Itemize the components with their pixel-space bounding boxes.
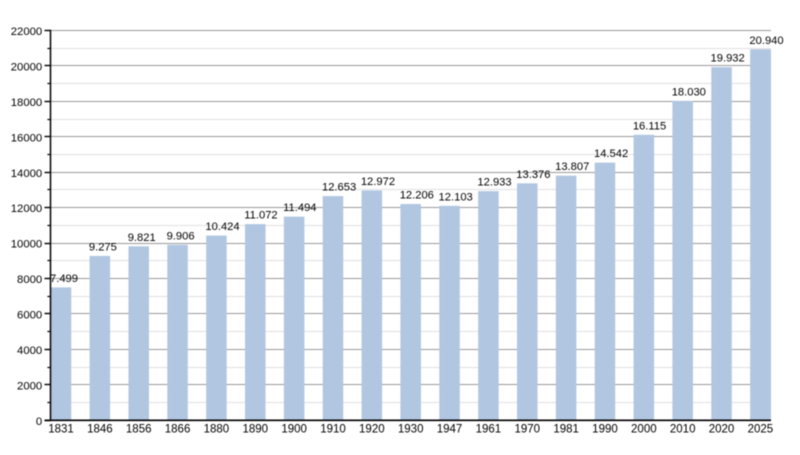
svg-text:2025: 2025 <box>748 423 774 435</box>
svg-text:12.206: 12.206 <box>400 190 434 202</box>
svg-text:19.932: 19.932 <box>711 53 745 65</box>
svg-text:12.653: 12.653 <box>322 182 356 194</box>
svg-text:16000: 16000 <box>11 132 42 144</box>
svg-text:9.906: 9.906 <box>167 230 195 242</box>
svg-text:8000: 8000 <box>17 274 42 286</box>
svg-text:13.376: 13.376 <box>516 169 550 181</box>
svg-text:1947: 1947 <box>437 423 463 435</box>
svg-text:13.807: 13.807 <box>555 161 589 173</box>
svg-text:12.972: 12.972 <box>361 176 395 188</box>
svg-text:1900: 1900 <box>281 423 307 435</box>
svg-text:1930: 1930 <box>398 423 424 435</box>
svg-text:9.275: 9.275 <box>89 241 117 253</box>
svg-text:20.940: 20.940 <box>749 35 783 47</box>
svg-text:1890: 1890 <box>242 423 268 435</box>
svg-text:1970: 1970 <box>514 423 540 435</box>
svg-text:12.103: 12.103 <box>439 191 473 203</box>
svg-text:12000: 12000 <box>11 203 42 215</box>
svg-text:22000: 22000 <box>11 26 42 38</box>
svg-text:1846: 1846 <box>87 423 113 435</box>
svg-text:6000: 6000 <box>17 309 42 321</box>
svg-text:1866: 1866 <box>165 423 191 435</box>
svg-text:0: 0 <box>36 416 42 428</box>
svg-text:1910: 1910 <box>320 423 346 435</box>
svg-text:10000: 10000 <box>11 239 42 251</box>
svg-text:1990: 1990 <box>592 423 618 435</box>
svg-text:2000: 2000 <box>17 380 42 392</box>
svg-text:2020: 2020 <box>709 423 735 435</box>
svg-text:1880: 1880 <box>204 423 230 435</box>
svg-text:1856: 1856 <box>126 423 152 435</box>
svg-text:14.542: 14.542 <box>594 148 628 160</box>
svg-text:1831: 1831 <box>48 423 74 435</box>
svg-text:2010: 2010 <box>670 423 696 435</box>
svg-text:18000: 18000 <box>11 97 42 109</box>
svg-text:10.424: 10.424 <box>205 221 239 233</box>
svg-text:20000: 20000 <box>11 61 42 73</box>
svg-text:11.494: 11.494 <box>283 202 316 214</box>
svg-text:7.499: 7.499 <box>50 273 78 285</box>
svg-text:2000: 2000 <box>631 423 657 435</box>
svg-text:12.933: 12.933 <box>477 177 511 189</box>
svg-text:18.030: 18.030 <box>672 86 706 98</box>
svg-text:11.072: 11.072 <box>244 210 277 222</box>
svg-text:1981: 1981 <box>553 423 579 435</box>
svg-text:4000: 4000 <box>17 345 42 357</box>
svg-text:9.821: 9.821 <box>128 232 156 244</box>
svg-text:14000: 14000 <box>11 168 42 180</box>
svg-text:1920: 1920 <box>359 423 385 435</box>
svg-text:16.115: 16.115 <box>633 120 666 132</box>
svg-text:1961: 1961 <box>476 423 502 435</box>
